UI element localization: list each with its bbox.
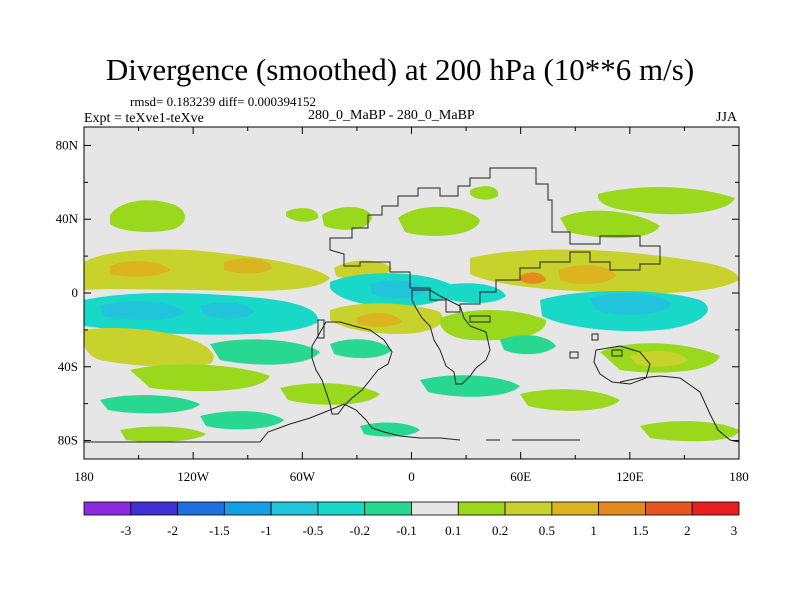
- contour-region: [500, 335, 556, 355]
- lon-tick-label: 60W: [290, 469, 316, 484]
- contour-region: [560, 210, 660, 239]
- southern-coastline: [84, 403, 461, 443]
- contour-region: [224, 258, 272, 274]
- colorbar-label: 1.5: [632, 523, 648, 538]
- contour-region: [440, 309, 547, 341]
- latitude-axis: 80N 40N 0 40S 80S: [56, 137, 739, 448]
- contour-region: [110, 261, 170, 277]
- contour-region: [286, 208, 319, 222]
- lat-tick-label: 80N: [56, 137, 79, 152]
- colorbar-label: -0.5: [303, 523, 324, 538]
- colorbar-swatch: [504, 501, 553, 516]
- contour-region: [100, 301, 186, 321]
- lon-tick-label: 180: [74, 469, 94, 484]
- contour-region: [398, 206, 480, 236]
- contour-region: [130, 364, 270, 392]
- colorbar-label: -1.5: [209, 523, 230, 538]
- contour-region: [120, 426, 206, 442]
- lon-tick-label: 180: [729, 469, 749, 484]
- contour-region: [440, 283, 506, 303]
- colorbar-label: 3: [731, 523, 738, 538]
- eurasia-coastline: [329, 167, 661, 313]
- contour-region: [630, 351, 688, 367]
- colorbar-swatch: [223, 501, 272, 516]
- colorbar-label: -0.2: [349, 523, 370, 538]
- contour-region: [597, 187, 735, 215]
- longitude-axis: 180 120W 60W 0 60E 120E 180: [74, 127, 749, 484]
- south-america-coastline: [311, 321, 393, 415]
- stats-readout: rmsd= 0.183239 diff= 0.000394152: [130, 94, 316, 109]
- colorbar-swatch: [364, 501, 412, 516]
- contour-region: [100, 395, 200, 414]
- contour-region: [200, 411, 284, 430]
- colorbar-swatch: [691, 501, 740, 516]
- contour-region: [322, 207, 372, 230]
- colorbar-label: 2: [684, 523, 691, 538]
- contour-region: [84, 249, 330, 291]
- case-label: 280_0_MaBP - 280_0_MaBP: [308, 108, 475, 123]
- contour-region: [420, 375, 520, 397]
- lat-tick-label: 40N: [56, 211, 79, 226]
- contour-region: [360, 422, 420, 437]
- colorbar-swatch: [317, 501, 366, 516]
- colorbar-label: -2: [167, 523, 178, 538]
- lon-tick-label: 120E: [616, 469, 644, 484]
- contour-region: [470, 186, 499, 200]
- contour-region: [590, 293, 672, 315]
- colorbar-swatch: [411, 501, 459, 516]
- contour-region: [640, 421, 739, 442]
- lon-tick-label: 0: [408, 469, 415, 484]
- colorbar: -3 -2 -1.5 -1 -0.5 -0.2 -0.1 0.1 0.2 0.5 1 1.5 2 3: [83, 501, 740, 538]
- colorbar-label: 0.1: [445, 523, 461, 538]
- colorbar-swatch: [645, 501, 693, 516]
- contour-region: [110, 200, 186, 232]
- lon-tick-label: 60E: [510, 469, 531, 484]
- australia-coastline: [593, 345, 651, 385]
- contour-region: [558, 265, 616, 285]
- colorbar-label: 0.5: [539, 523, 555, 538]
- contour-region: [210, 339, 320, 365]
- contour-region: [280, 383, 380, 405]
- page-title: Divergence (smoothed) at 200 hPa (10**6 …: [105, 52, 695, 87]
- colorbar-swatch: [130, 501, 178, 516]
- colorbar-label: -3: [120, 523, 131, 538]
- experiment-label: Expt = teXve1-teXve: [84, 111, 204, 126]
- colorbar-label: 0.2: [492, 523, 508, 538]
- coastline-layer: [84, 167, 739, 443]
- colorbar-swatch: [598, 501, 646, 516]
- colorbar-swatch: [457, 501, 506, 516]
- africa-coastline: [411, 289, 491, 385]
- island-outlines: [317, 315, 623, 359]
- season-label: JJA: [716, 110, 738, 125]
- colorbar-swatch: [551, 501, 600, 516]
- contour-region: [520, 272, 546, 284]
- colorbar-swatch: [270, 501, 319, 516]
- contour-region: [356, 313, 402, 327]
- colorbar-label: 1: [590, 523, 597, 538]
- contour-region: [200, 302, 254, 319]
- contour-region: [330, 339, 392, 359]
- colorbar-label: -0.1: [396, 523, 417, 538]
- lat-tick-label: 80S: [58, 433, 78, 448]
- lon-tick-label: 120W: [177, 469, 210, 484]
- contour-region: [84, 328, 214, 367]
- colorbar-swatch: [177, 501, 225, 516]
- contour-region: [520, 389, 620, 411]
- lat-tick-label: 0: [72, 285, 79, 300]
- colorbar-label: -1: [261, 523, 272, 538]
- contour-fill-layer: [84, 186, 739, 442]
- colorbar-swatch: [83, 501, 132, 516]
- antarctic-coastline: [619, 375, 739, 443]
- lat-tick-label: 40S: [58, 359, 78, 374]
